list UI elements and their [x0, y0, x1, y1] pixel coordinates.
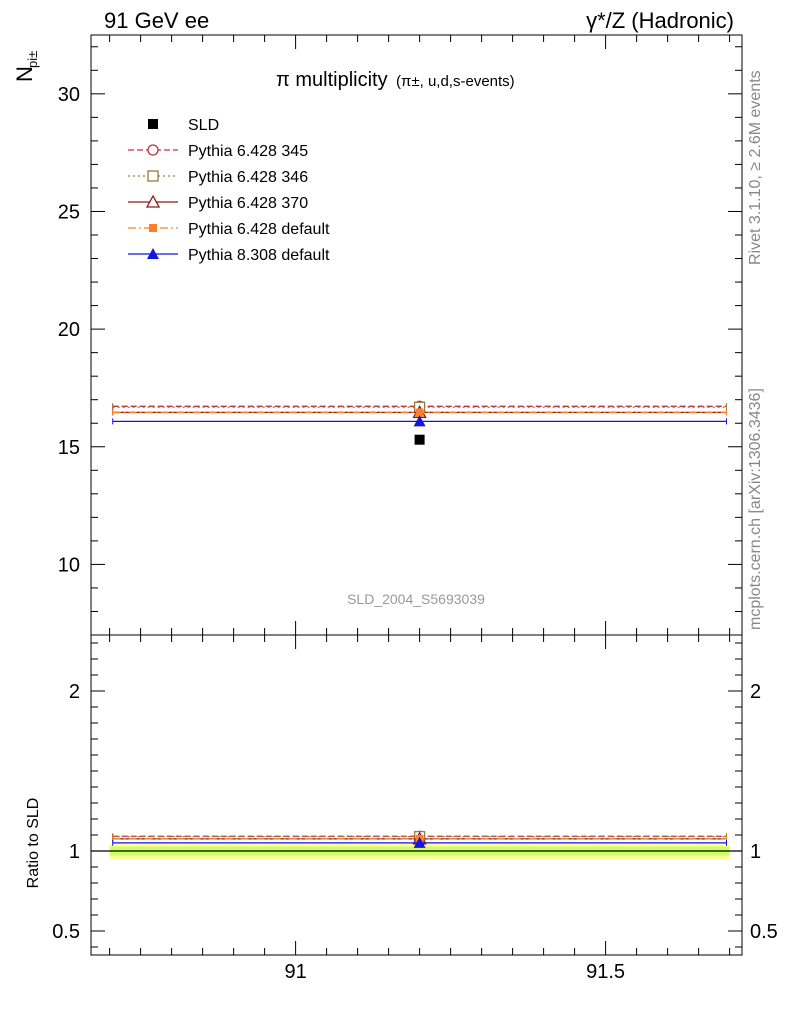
ratio-series-item [112, 836, 727, 848]
analysis-watermark: SLD_2004_S5693039 [347, 591, 485, 607]
ratio-y-tick-label: 0.5 [52, 921, 80, 943]
legend-label: SLD [188, 117, 219, 134]
plot-title-sub: (π±, u,d,s-events) [396, 73, 515, 90]
legend-label: Pythia 8.308 default [188, 247, 330, 264]
legend: SLD Pythia 6.428 345 Pythia 6.428 346 Pythi… [128, 117, 330, 264]
marker [147, 144, 159, 156]
marker [415, 408, 424, 417]
mc-series [112, 408, 727, 417]
ratio-series [112, 830, 727, 848]
legend-entry: Pythia 6.428 370 [128, 194, 308, 212]
ratio-plot-frame [90, 634, 743, 956]
marker [413, 836, 426, 848]
marker [148, 119, 158, 129]
header-right: γ*/Z (Hadronic) [586, 8, 734, 33]
marker [147, 248, 159, 259]
y-axis-label: N [12, 66, 37, 82]
y-tick-label: 10 [58, 554, 80, 576]
mcplots-label: mcplots.cern.ch [arXiv:1306.3436] [747, 388, 764, 630]
ratio-y-tick-label-right: 0.5 [750, 921, 778, 943]
marker [145, 194, 161, 208]
ratio-y-tick-label: 2 [69, 681, 80, 703]
ratio-y-tick-label-right: 2 [750, 681, 761, 703]
y-tick-label: 25 [58, 201, 80, 223]
rivet-label: Rivet 3.1.10, ≥ 2.6M events [747, 70, 764, 265]
legend-entry: Pythia 6.428 default [128, 221, 330, 238]
ratio-band [91, 843, 742, 859]
ratio-axis-label: Ratio to SLD [25, 798, 42, 889]
legend-label: Pythia 6.428 default [188, 221, 330, 238]
marker [149, 224, 157, 232]
marker [413, 415, 426, 427]
main-plot-data [414, 434, 425, 445]
y-tick-label: 20 [58, 319, 80, 341]
marker [147, 170, 159, 182]
ratio-y-tick-label-right: 1 [750, 841, 761, 863]
x-tick-label: 91 [284, 961, 306, 983]
x-tick-label: 91.5 [586, 961, 625, 983]
legend-entry: SLD [148, 117, 219, 134]
ratio-y-tick-label: 1 [69, 841, 80, 863]
ratio-panel: 0.5 0.5 1 1 2 2 91 91.5 Ratio to SLD [25, 634, 778, 983]
legend-label: Pythia 6.428 346 [188, 169, 308, 186]
main-plot-ticks [91, 35, 742, 635]
y-tick-label: 15 [58, 437, 80, 459]
main-plot-ytick-labels: 10 15 20 25 30 [58, 84, 80, 577]
main-plot-series [112, 400, 727, 427]
mc-series [112, 415, 727, 427]
legend-entry: Pythia 8.308 default [128, 247, 330, 264]
legend-entry: Pythia 6.428 346 [128, 169, 308, 186]
legend-entry: Pythia 6.428 345 [128, 143, 308, 160]
x-tick-labels: 91 91.5 [284, 961, 625, 983]
plot-title: π multiplicity (π±, u,d,s-events) [276, 69, 515, 91]
main-plot-panel: 10 15 20 25 30 N pi± π multiplicity (π±, u,d… [12, 34, 743, 636]
y-tick-label: 30 [58, 84, 80, 106]
header-left: 91 GeV ee [104, 8, 209, 33]
plot-title-main: π multiplicity [276, 69, 388, 91]
ratio-plot-ticks [91, 635, 742, 955]
legend-label: Pythia 6.428 370 [188, 195, 308, 212]
data-point [414, 434, 425, 445]
y-axis-label-sub: pi± [25, 51, 40, 68]
ratio-ytick-labels: 0.5 0.5 1 1 2 2 [52, 681, 778, 943]
legend-label: Pythia 6.428 345 [188, 143, 308, 160]
y-axis-label-main: N [12, 66, 37, 82]
